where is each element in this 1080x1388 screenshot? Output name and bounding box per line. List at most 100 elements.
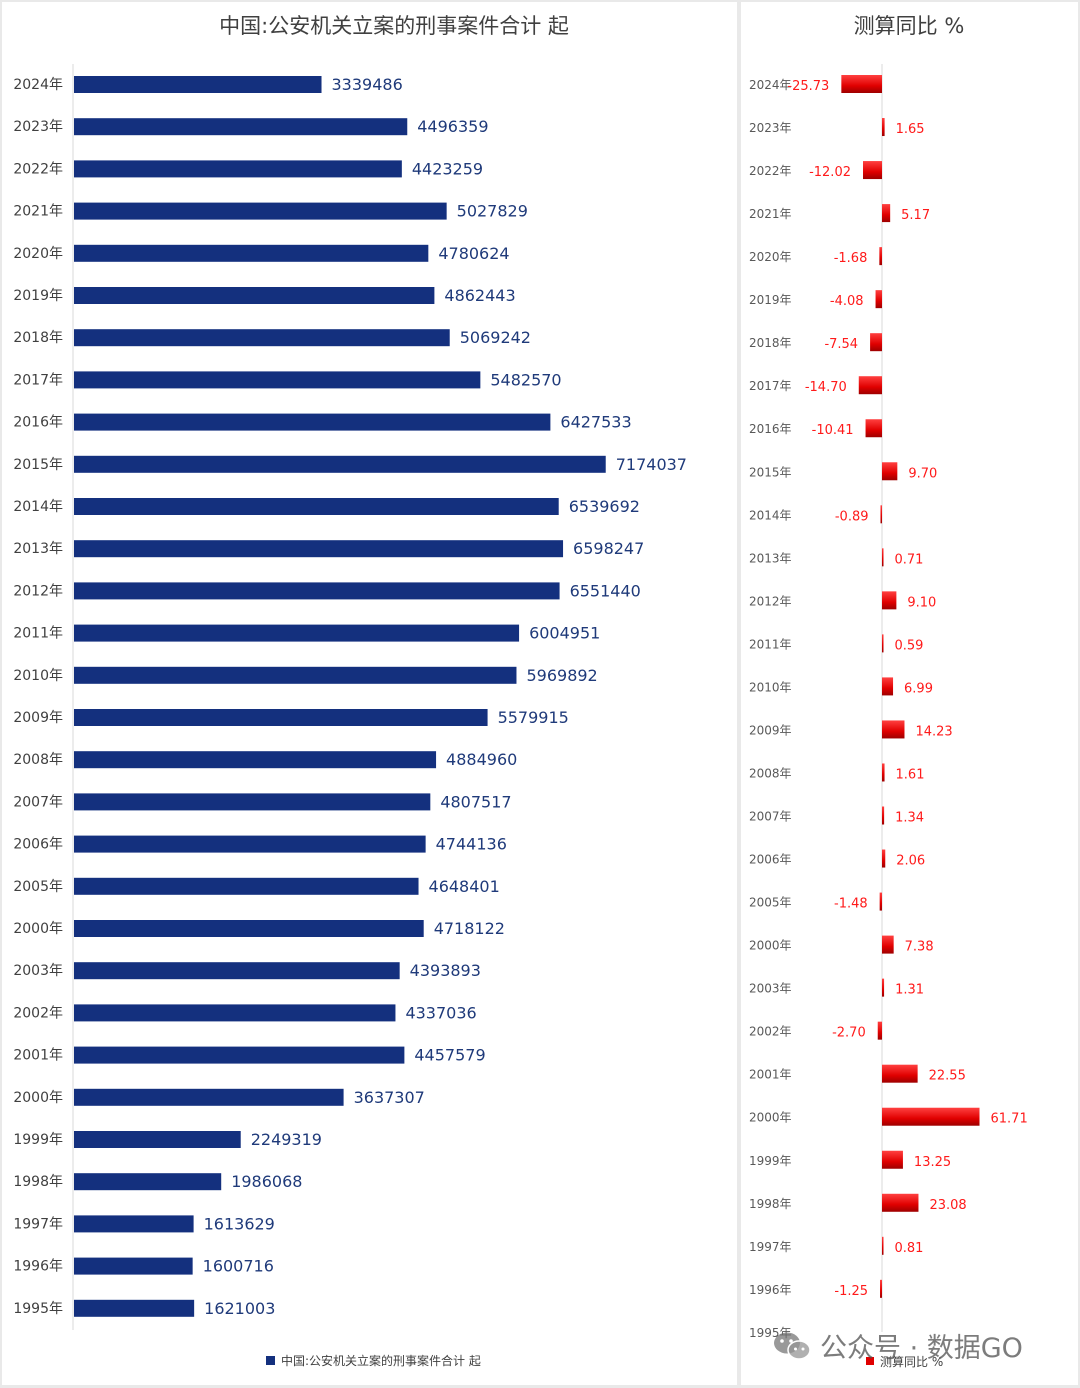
data-label: 5482570	[490, 370, 561, 389]
category-label: 2000年	[749, 939, 792, 953]
bar	[875, 290, 882, 309]
category-label: 2002年	[749, 1025, 792, 1039]
category-label: 1996年	[749, 1283, 792, 1297]
data-label: 4457579	[414, 1046, 485, 1065]
category-label: 1995年	[13, 1301, 63, 1317]
data-label: 1986068	[231, 1172, 302, 1191]
data-label: 3339486	[332, 75, 403, 94]
data-label: -1.48	[834, 897, 868, 912]
category-label: 2006年	[749, 853, 792, 867]
data-label: 2249319	[251, 1130, 322, 1149]
bar	[74, 624, 520, 642]
bar	[74, 1004, 396, 1022]
category-label: 2005年	[13, 879, 63, 895]
data-label: 4648401	[429, 877, 500, 896]
bar	[74, 244, 429, 262]
data-label: 5969892	[526, 666, 597, 685]
bar	[882, 1236, 884, 1255]
yoy-growth-chart: 测算同比 % 2024年-25.73 2023年 1.65 2022年 -12.02 20…	[749, 14, 1028, 1369]
category-label: 2013年	[13, 541, 63, 557]
category-label: 1999年	[749, 1154, 792, 1168]
data-label: 4718122	[434, 919, 505, 938]
category-label: 2010年	[13, 668, 63, 684]
category-label: 2022年	[749, 164, 792, 178]
data-label: 61.71	[991, 1112, 1028, 1127]
category-label: 2009年	[13, 710, 63, 726]
bar	[74, 751, 437, 769]
data-label: 4744136	[436, 835, 507, 854]
bar	[74, 371, 481, 389]
bar	[882, 849, 886, 868]
data-label: 4423259	[412, 159, 483, 178]
bar	[841, 75, 882, 93]
data-label: 7.38	[905, 940, 934, 955]
chart-title-yoy: 测算同比 %	[854, 14, 965, 38]
bar	[74, 118, 408, 136]
bar	[882, 634, 884, 653]
category-label: 2011年	[13, 626, 63, 642]
bar	[882, 1064, 918, 1083]
data-label: 2.06	[896, 854, 925, 869]
category-label: 1998年	[749, 1197, 792, 1211]
category-label: 2007年	[13, 794, 63, 810]
category-label: 2020年	[13, 246, 63, 262]
bar	[74, 1299, 195, 1317]
bar	[74, 835, 426, 853]
bar	[74, 666, 517, 684]
bar	[882, 548, 884, 567]
bar	[882, 118, 885, 137]
category-label: 2010年	[749, 680, 792, 694]
data-label: -1.68	[834, 251, 868, 266]
bar	[74, 76, 322, 93]
data-label: -4.08	[830, 294, 864, 309]
chart-title: 中国:公安机关立案的刑事案件合计 起	[219, 14, 569, 38]
data-label: 1.34	[895, 811, 924, 826]
legend-swatch	[266, 1356, 275, 1365]
data-label: 1621003	[204, 1299, 275, 1318]
category-label: 2002年	[13, 1005, 63, 1021]
category-label: 2021年	[13, 204, 63, 220]
category-label: 1998年	[13, 1174, 63, 1190]
category-label: 2024年	[749, 78, 792, 92]
data-label: -10.41	[812, 423, 854, 438]
bar	[882, 1107, 980, 1126]
bar	[74, 540, 564, 558]
yoy-chart-panel: 测算同比 % 2024年 -25.73 2023年 1.65 2022年 -12.02 20…	[741, 2, 1078, 1385]
category-label: 2015年	[13, 457, 63, 473]
data-label: 1600716	[203, 1257, 274, 1276]
bar	[74, 160, 402, 178]
category-label: 1996年	[13, 1259, 63, 1275]
bar	[882, 677, 894, 696]
category-label: 2009年	[749, 723, 792, 737]
data-label: -0.89	[835, 509, 869, 524]
data-label: 0.59	[895, 638, 924, 653]
category-label: 2008年	[749, 766, 792, 780]
data-label: 23.08	[929, 1198, 966, 1213]
bar	[74, 1257, 193, 1275]
category-label: 2007年	[749, 810, 792, 824]
legend-label: 中国:公安机关立案的刑事案件合计 起	[281, 1353, 481, 1368]
category-label: 2016年	[749, 422, 792, 436]
data-label: 4780624	[438, 244, 509, 263]
data-label: 1.65	[896, 122, 925, 137]
data-label: 5027829	[457, 202, 528, 221]
bar	[858, 376, 882, 395]
bar	[879, 247, 882, 266]
data-label: 5579915	[498, 708, 569, 727]
category-label: 2024年	[13, 77, 63, 93]
bar	[74, 1046, 405, 1064]
bar	[882, 1193, 919, 1212]
category-label: 2014年	[13, 499, 63, 515]
legend-label-yoy: 测算同比 %	[880, 1354, 943, 1369]
bar-chart-panel: 中国:公安机关立案的刑事案件合计 起 2024年 3339486 2023年 4496…	[2, 2, 737, 1385]
data-label: 13.25	[914, 1155, 951, 1170]
bar	[882, 204, 891, 223]
data-label: 6539692	[569, 497, 640, 516]
bar	[870, 333, 882, 352]
category-label: 2022年	[13, 161, 63, 177]
bar	[74, 1215, 194, 1233]
legend-swatch-yoy	[866, 1357, 874, 1365]
data-label: 1.61	[896, 767, 925, 782]
data-label: 9.10	[907, 595, 936, 610]
data-label: 7174037	[616, 455, 687, 474]
